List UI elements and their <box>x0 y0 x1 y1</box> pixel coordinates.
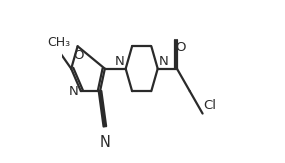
Text: O: O <box>175 41 186 54</box>
Text: N: N <box>100 135 111 150</box>
Text: Cl: Cl <box>203 99 216 112</box>
Text: O: O <box>73 49 84 62</box>
Text: N: N <box>68 85 78 98</box>
Text: N: N <box>115 55 125 68</box>
Text: CH₃: CH₃ <box>48 37 71 49</box>
Text: N: N <box>158 55 168 68</box>
